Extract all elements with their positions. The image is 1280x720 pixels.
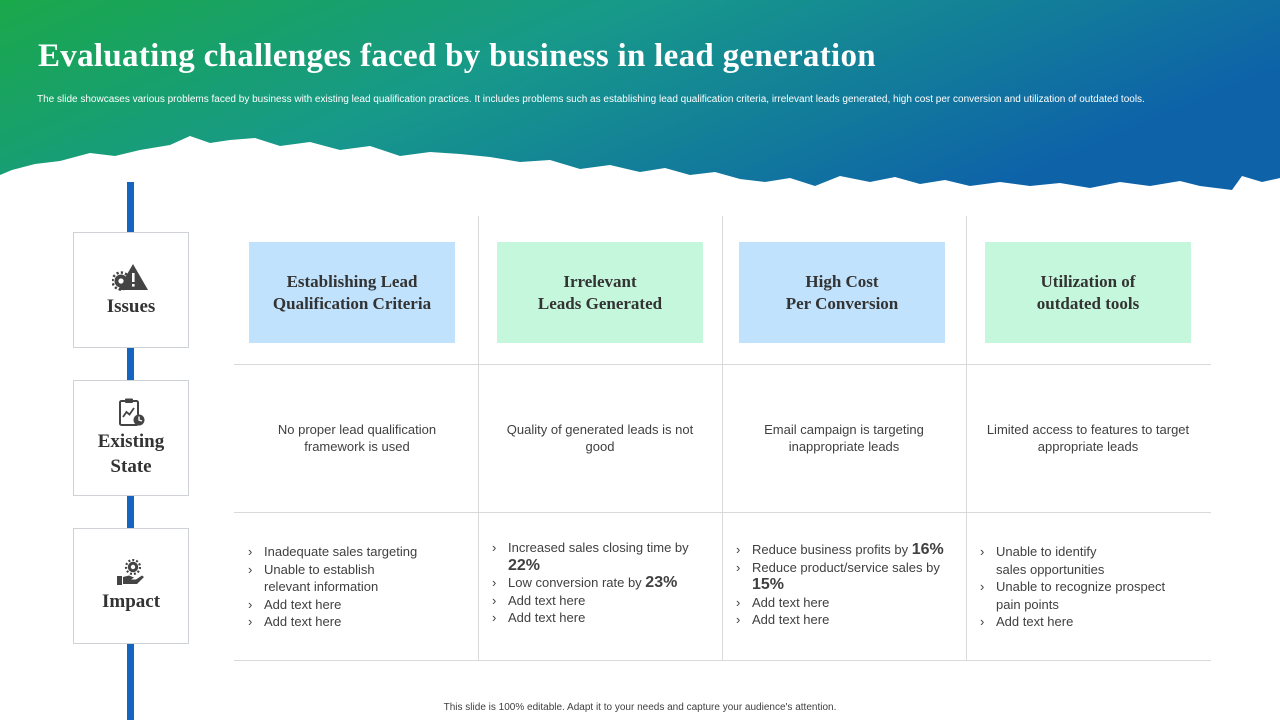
row-label-impact-text: Impact (101, 590, 161, 612)
row-label-issues: Issues (73, 232, 189, 348)
existing-state-text: No proper lead qualification framework i… (277, 422, 437, 454)
existing-state-text: Quality of generated leads is not good (506, 422, 694, 454)
impact-list: Unable to identify sales opportunities U… (978, 543, 1183, 631)
slide-subtitle: The slide showcases various problems fac… (37, 94, 1145, 105)
impact-item: Reduce product/service sales by 15% (734, 559, 956, 594)
impact-item: Unable to recognize prospect pain points (978, 578, 1183, 613)
slide-title: Evaluating challenges faced by business … (38, 38, 876, 74)
slide-footer-note: This slide is 100% editable. Adapt it to… (443, 702, 837, 713)
impact-item: Add text here (734, 594, 956, 612)
grid-line-vertical (722, 216, 723, 660)
impact-item: Inadequate sales targeting (246, 543, 446, 561)
row-label-existing-state: Existing State (73, 380, 189, 496)
impact-item: Low conversion rate by 23% (490, 574, 700, 592)
issue-box-high-cost: High Cost Per Conversion (739, 242, 945, 343)
issue-box-irrelevant-leads: Irrelevant Leads Generated (497, 242, 703, 343)
impact-item: Add text here (978, 613, 1183, 631)
impact-item: Reduce business profits by 16% (734, 541, 956, 559)
warning-gear-icon (112, 263, 148, 291)
impact-item: Increased sales closing time by 22% (490, 539, 700, 574)
clipboard-chart-icon (119, 398, 145, 426)
row-label-issues-text: Issues (106, 295, 156, 317)
issue-box-lead-qualification: Establishing Lead Qualification Criteria (249, 242, 455, 343)
impact-item: Unable to identify sales opportunities (978, 543, 1183, 578)
existing-state-text: Limited access to features to target app… (986, 422, 1190, 454)
header-banner: Evaluating challenges faced by business … (0, 0, 1280, 200)
impact-list: Inadequate sales targeting Unable to est… (246, 543, 446, 631)
row-label-existing-state-text: Existing State (97, 431, 165, 477)
impact-item: Add text here (246, 596, 446, 614)
impact-item: Add text here (246, 613, 446, 631)
header-background (0, 0, 1280, 190)
grid-line-vertical (478, 216, 479, 660)
impact-item: Unable to establish relevant information (246, 561, 446, 596)
grid-line-horizontal (234, 660, 1211, 661)
hand-gear-icon (117, 558, 144, 585)
issue-box-outdated-tools: Utilization of outdated tools (985, 242, 1191, 343)
impact-list: Increased sales closing time by 22% Low … (490, 539, 700, 627)
impact-item: Add text here (490, 609, 700, 627)
grid-line-vertical (966, 216, 967, 660)
impact-item: Add text here (734, 611, 956, 629)
impact-list: Reduce business profits by 16% Reduce pr… (734, 541, 956, 629)
impact-item: Add text here (490, 592, 700, 610)
existing-state-text: Email campaign is targeting inappropriat… (764, 422, 924, 454)
row-label-impact: Impact (73, 528, 189, 644)
